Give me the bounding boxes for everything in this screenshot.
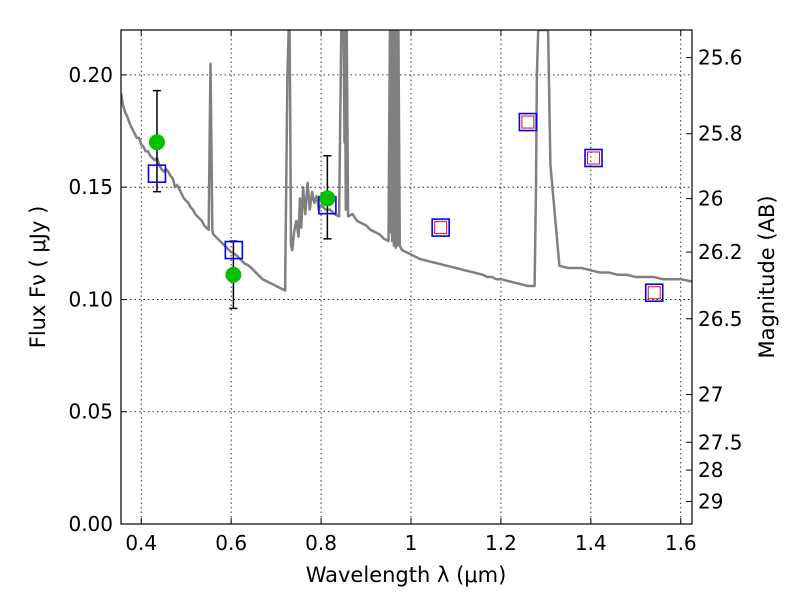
y-tick-label: 0.00 — [68, 512, 113, 536]
magnitude-axis-ticks: 25.6 25.8 26 26.2 26.5 27 27.5 28 29 — [686, 46, 743, 514]
x-tick-label: 0.6 — [215, 531, 247, 555]
grid — [121, 30, 692, 525]
mag-tick-label: 26.5 — [698, 307, 743, 331]
observed-fluxes — [148, 134, 336, 283]
observed-point — [225, 266, 242, 283]
model-band-square — [518, 112, 538, 132]
x-tick-label: 0.8 — [305, 531, 337, 555]
mag-tick-label: 27 — [698, 382, 723, 406]
mag-tick-label: 26.2 — [698, 240, 743, 264]
y-tick-label: 0.20 — [68, 63, 113, 87]
model-band-square — [431, 218, 450, 237]
model-band-inner-square — [647, 286, 661, 300]
model-band-inner-square — [587, 151, 601, 165]
observed-point — [319, 190, 336, 207]
model-band-inner-square — [521, 115, 535, 129]
x-tick-label: 1 — [405, 531, 418, 555]
mag-tick-label: 27.5 — [698, 430, 743, 454]
model-band-square — [147, 164, 167, 184]
y-axis-ticks: 0.00 0.05 0.10 0.15 0.20 — [68, 63, 127, 536]
model-spectrum-line — [121, 30, 692, 292]
mag-tick-label: 25.6 — [698, 46, 743, 70]
x-tick-label: 1.2 — [485, 531, 517, 555]
y-tick-label: 0.15 — [68, 175, 113, 199]
x-tick-label: 1.6 — [665, 531, 697, 555]
mag-tick-label: 29 — [698, 490, 723, 514]
model-spectrum — [121, 30, 692, 292]
x-tick-label: 1.4 — [575, 531, 607, 555]
model-band-square — [584, 148, 603, 168]
x-tick-label: 0.4 — [125, 531, 157, 555]
y-axis-title-left: Flux Fν ( μJy ) — [26, 206, 50, 349]
model-band-square — [224, 240, 244, 260]
x-axis-ticks: 0.4 0.6 0.8 1 1.2 1.4 1.6 — [125, 30, 697, 555]
y-axis-title-right: Magnitude (AB) — [755, 195, 779, 358]
y-tick-label: 0.05 — [68, 400, 113, 424]
observed-point — [148, 134, 165, 151]
plot-frame — [120, 29, 693, 525]
model-band-square — [644, 283, 664, 303]
y-tick-label: 0.10 — [68, 287, 113, 311]
x-axis-title: Wavelength λ (μm) — [306, 563, 507, 587]
mag-tick-label: 26 — [698, 187, 723, 211]
mag-tick-label: 28 — [698, 458, 723, 482]
mag-tick-label: 25.8 — [698, 122, 743, 146]
model-band-inner-square — [434, 221, 448, 235]
